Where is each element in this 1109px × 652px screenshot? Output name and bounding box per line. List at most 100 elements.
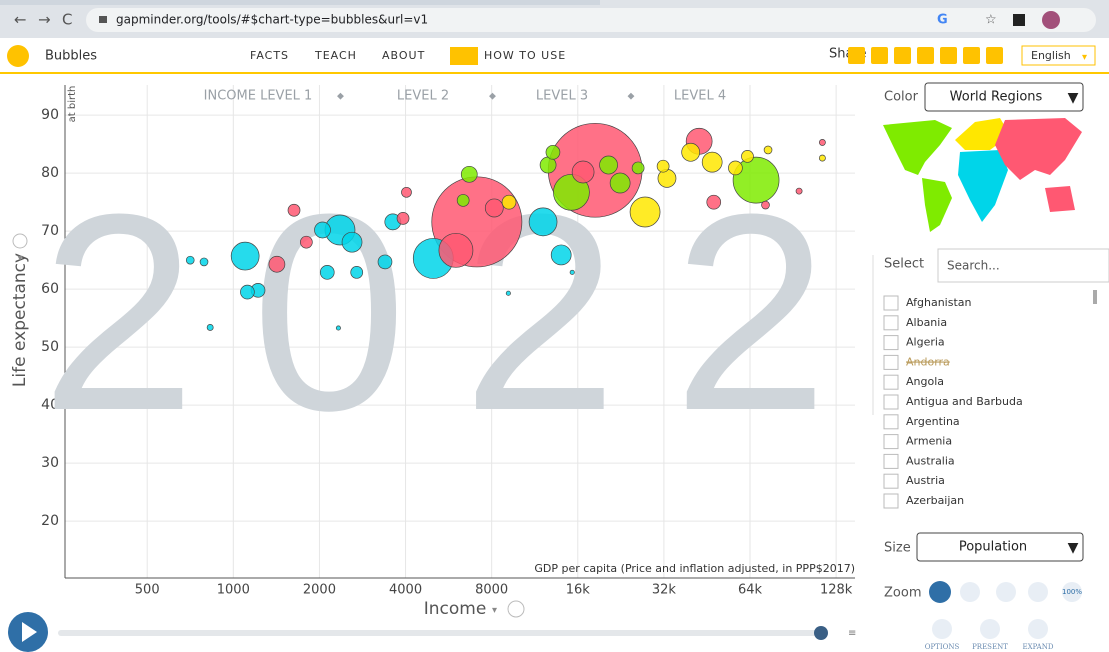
country-name[interactable]: Angola xyxy=(906,375,944,388)
zoom-in[interactable] xyxy=(960,582,980,602)
zoom-reset-label[interactable]: 100% xyxy=(1062,588,1082,596)
bubble[interactable] xyxy=(741,150,753,162)
bubble[interactable] xyxy=(529,208,557,236)
timeline-track[interactable] xyxy=(58,630,820,636)
bubble[interactable] xyxy=(240,285,254,299)
bubble[interactable] xyxy=(632,162,644,174)
country-name[interactable]: Albania xyxy=(906,316,947,329)
bubble[interactable] xyxy=(397,212,409,224)
scrollbar[interactable] xyxy=(1093,290,1097,304)
zoom-out[interactable] xyxy=(996,582,1016,602)
world-map[interactable] xyxy=(883,118,1082,232)
bubble[interactable] xyxy=(702,152,722,172)
tool-button[interactable] xyxy=(932,619,952,639)
nav-link[interactable]: FACTS xyxy=(250,49,289,62)
google-icon[interactable]: G xyxy=(937,13,948,28)
share-icon[interactable] xyxy=(986,47,1003,64)
bubble[interactable] xyxy=(658,169,676,187)
nav-link[interactable]: ABOUT xyxy=(382,49,425,62)
bubble[interactable] xyxy=(707,195,721,209)
help-icon[interactable] xyxy=(508,601,524,617)
zoom-pan[interactable] xyxy=(1028,582,1048,602)
bubble[interactable] xyxy=(288,204,300,216)
country-name[interactable]: Australia xyxy=(906,454,955,467)
app-name[interactable]: Bubbles xyxy=(45,49,97,64)
bubble[interactable] xyxy=(572,161,594,183)
bubble[interactable] xyxy=(502,195,516,209)
share-icon[interactable] xyxy=(917,47,934,64)
map-region[interactable] xyxy=(958,150,1008,222)
map-region[interactable] xyxy=(922,178,952,232)
bubble[interactable] xyxy=(762,201,770,209)
checkbox[interactable] xyxy=(884,454,898,468)
bubble[interactable] xyxy=(600,156,618,174)
timeline-handle[interactable] xyxy=(814,626,828,640)
reload-button[interactable]: C xyxy=(62,11,72,29)
nav-link[interactable]: TEACH xyxy=(314,49,357,62)
tool-label[interactable]: PRESENT xyxy=(972,643,1008,651)
share-icon[interactable] xyxy=(963,47,980,64)
checkbox[interactable] xyxy=(884,355,898,369)
bubble[interactable] xyxy=(231,242,259,270)
bubble[interactable] xyxy=(439,233,473,267)
country-name[interactable]: Antigua and Barbuda xyxy=(906,395,1023,408)
bubble[interactable] xyxy=(200,258,208,266)
bubble[interactable] xyxy=(682,143,700,161)
share-icon[interactable] xyxy=(894,47,911,64)
checkbox[interactable] xyxy=(884,474,898,488)
bubble[interactable] xyxy=(300,236,312,248)
x-axis-title[interactable]: Income xyxy=(424,599,487,619)
checkbox[interactable] xyxy=(884,494,898,508)
bubble[interactable] xyxy=(764,146,772,154)
share-icon[interactable] xyxy=(871,47,888,64)
bubble[interactable] xyxy=(342,232,362,252)
bubble[interactable] xyxy=(819,155,825,161)
bubble[interactable] xyxy=(728,161,742,175)
checkbox[interactable] xyxy=(884,296,898,310)
bubble[interactable] xyxy=(630,197,660,227)
bubble[interactable] xyxy=(401,187,411,197)
checkbox[interactable] xyxy=(884,375,898,389)
bubble[interactable] xyxy=(336,326,340,330)
tool-label[interactable]: OPTIONS xyxy=(925,643,960,651)
bubble[interactable] xyxy=(570,270,574,274)
checkbox[interactable] xyxy=(884,435,898,449)
map-region[interactable] xyxy=(1045,186,1075,212)
country-name[interactable]: Armenia xyxy=(906,435,952,448)
logo[interactable] xyxy=(7,45,29,67)
country-name[interactable]: Algeria xyxy=(906,336,945,349)
star-icon[interactable]: ☆ xyxy=(985,13,997,28)
tool-button[interactable] xyxy=(980,619,1000,639)
bubble[interactable] xyxy=(314,222,330,238)
share-icon[interactable] xyxy=(848,47,865,64)
bubble[interactable] xyxy=(819,139,825,145)
bubble[interactable] xyxy=(269,256,285,272)
country-name[interactable]: Afghanistan xyxy=(906,296,972,309)
country-name[interactable]: Argentina xyxy=(906,415,960,428)
bubble[interactable] xyxy=(551,245,571,265)
bubble[interactable] xyxy=(378,255,392,269)
nav-link[interactable]: HOW TO USE xyxy=(484,49,566,62)
bubble[interactable] xyxy=(657,160,669,172)
country-name[interactable]: Azerbaijan xyxy=(906,494,964,507)
forward-button[interactable]: → xyxy=(38,11,51,29)
bubble[interactable] xyxy=(457,194,469,206)
bubble[interactable] xyxy=(485,199,503,217)
map-region[interactable] xyxy=(995,118,1082,180)
bubble[interactable] xyxy=(506,291,510,295)
how-to-icon[interactable] xyxy=(450,47,478,65)
back-button[interactable]: ← xyxy=(14,11,27,29)
size-value[interactable]: Population xyxy=(959,540,1027,555)
bubble[interactable] xyxy=(207,324,213,330)
search-placeholder[interactable]: Search... xyxy=(947,259,1000,273)
help-icon[interactable] xyxy=(13,234,27,248)
checkbox[interactable] xyxy=(884,395,898,409)
timeline-menu[interactable]: ≡ xyxy=(848,628,856,639)
checkbox[interactable] xyxy=(884,316,898,330)
zoom-pointer[interactable] xyxy=(929,581,951,603)
profile-icon[interactable] xyxy=(1042,11,1060,29)
bubble[interactable] xyxy=(320,265,334,279)
share-icon[interactable] xyxy=(940,47,957,64)
bubble[interactable] xyxy=(461,166,477,182)
tool-button[interactable] xyxy=(1028,619,1048,639)
